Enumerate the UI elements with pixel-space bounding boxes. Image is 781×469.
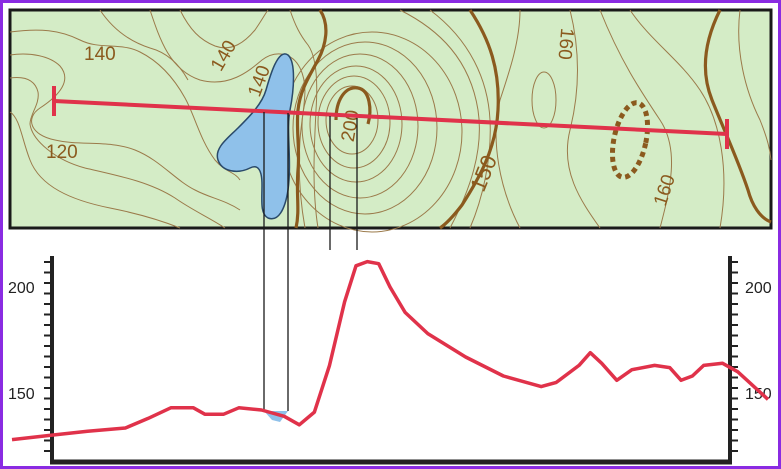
transect-line-main [53,99,728,136]
contour-ring [325,85,379,155]
contour-line [179,9,269,49]
contour-ring [301,53,419,199]
topographic-map: 140 140 140 120 200 150 160 160 [8,8,773,233]
index-contour-150 [439,9,500,230]
elevation-profile-line [11,259,770,442]
contour-line [429,9,491,229]
elevation-profile: 200 150 200 150 [8,256,772,465]
elevation-label-150-left: 150 [8,386,35,403]
contour-line [629,9,725,229]
contour-ring [309,65,403,183]
contour-line [738,9,772,161]
index-contour-200 [334,86,372,125]
contour-line [9,77,226,229]
right-axis-ticks [730,261,738,452]
contour-line [289,9,319,229]
elevation-label-200-right: 200 [745,280,772,297]
index-contour [294,9,328,229]
contour-label-120: 120 [46,142,78,163]
contour-line [9,29,241,181]
contour-ring [531,71,557,129]
contour-ring [317,75,391,169]
contour-line [495,9,521,229]
contour-line [9,111,181,229]
contour-line [399,9,480,229]
contour-ring [292,41,438,215]
contour-line [99,9,189,81]
left-axis-ticks [44,261,52,452]
transect-line [52,86,729,149]
elevation-label-200-left: 200 [8,280,35,297]
contour-line [9,53,241,211]
contour-label-140-left: 140 [84,44,116,65]
contour-label-160-top: 160 [553,27,577,60]
contour-line [599,9,672,229]
contour-line [566,9,601,229]
projection-lines [263,112,358,411]
contour-lines [9,9,772,233]
